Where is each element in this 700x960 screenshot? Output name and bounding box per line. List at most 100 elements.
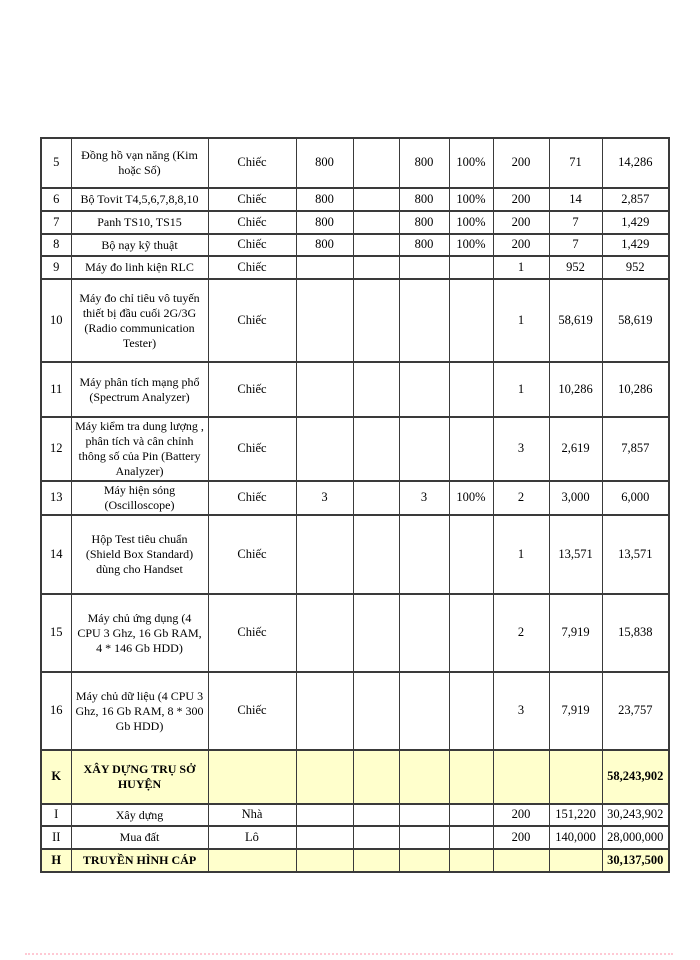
cell-percent [448,749,494,805]
cell-name: Máy đo chỉ tiêu vô tuyến thiết bị đầu cu… [70,278,209,363]
cell-amount: 23,757 [601,671,670,751]
cell-amount: 952 [601,255,670,280]
table-row: 16 Máy chủ dữ liệu (4 CPU 3 Ghz, 16 Gb RA… [40,671,670,751]
cell-no: 6 [40,187,72,212]
cell-blank [352,825,400,850]
cell-blank [352,514,400,595]
cell-unit: Nhà [207,803,297,827]
cell-unit_price [548,749,603,805]
cell-no: 7 [40,210,72,235]
cell-blank [352,416,400,482]
cell-qty_a [295,416,354,482]
cell-name: Mua đất [70,825,209,850]
table-row: 5 Đồng hồ vạn năng (Kim hoặc Số) Chiếc 800 8… [40,137,670,189]
cell-qty_b [398,749,450,805]
cell-qty: 200 [492,137,550,189]
table-row: 10 Máy đo chỉ tiêu vô tuyến thiết bị đầu … [40,278,670,363]
cell-qty: 2 [492,480,550,516]
page-break-dotted-line [25,953,673,955]
cell-amount: 58,243,902 [601,749,670,805]
cell-no: 8 [40,233,72,257]
equipment-cost-table: 5 Đồng hồ vạn năng (Kim hoặc Số) Chiếc 800 8… [40,137,670,873]
cell-no: 14 [40,514,72,595]
cell-unit_price: 151,220 [548,803,603,827]
table-row: 6 Bộ Tovit T4,5,6,7,8,8,10 Chiếc 800 800 100%… [40,187,670,212]
cell-unit: Chiếc [207,416,297,482]
cell-amount: 15,838 [601,593,670,673]
cell-amount: 58,619 [601,278,670,363]
cell-percent [448,255,494,280]
table-row: 9 Máy đo linh kiện RLC Chiếc 1 952 952 [40,255,670,280]
cell-name: Hộp Test tiêu chuẩn (Shield Box Standard… [70,514,209,595]
cell-amount: 1,429 [601,210,670,235]
cell-blank [352,278,400,363]
cell-qty_a [295,255,354,280]
cell-unit [207,848,297,873]
cell-no: 10 [40,278,72,363]
table-row: H TRUYỀN HÌNH CÁP 30,137,500 [40,848,670,873]
cell-qty_b [398,825,450,850]
cell-qty_a: 800 [295,210,354,235]
table-row: K XÂY DỰNG TRỤ SỞ HUYỆN 58,243,902 [40,749,670,805]
cell-name: Xây dựng [70,803,209,827]
cell-no: 12 [40,416,72,482]
cell-amount: 28,000,000 [601,825,670,850]
table-row: II Mua đất Lô 200 140,000 28,000,000 [40,825,670,850]
cell-name: Máy đo linh kiện RLC [70,255,209,280]
cell-no: 9 [40,255,72,280]
cell-unit_price: 3,000 [548,480,603,516]
cell-qty_a [295,514,354,595]
cell-no: 16 [40,671,72,751]
cell-qty [492,848,550,873]
cell-unit: Chiếc [207,278,297,363]
cell-qty: 1 [492,514,550,595]
table-row: 14 Hộp Test tiêu chuẩn (Shield Box Standa… [40,514,670,595]
cell-percent: 100% [448,233,494,257]
cell-name: Panh TS10, TS15 [70,210,209,235]
cell-amount: 30,243,902 [601,803,670,827]
cell-qty_a [295,848,354,873]
cell-qty_a [295,803,354,827]
cell-unit_price: 71 [548,137,603,189]
cell-unit: Chiếc [207,233,297,257]
cell-amount: 10,286 [601,361,670,418]
cell-unit_price: 140,000 [548,825,603,850]
cell-qty_b: 3 [398,480,450,516]
cell-unit_price: 7 [548,233,603,257]
cell-percent: 100% [448,187,494,212]
cell-blank [352,480,400,516]
cell-percent [448,848,494,873]
cell-percent [448,278,494,363]
cell-qty [492,749,550,805]
cell-no: 15 [40,593,72,673]
cell-name: Đồng hồ vạn năng (Kim hoặc Số) [70,137,209,189]
cell-percent [448,671,494,751]
cell-qty_b [398,255,450,280]
cell-qty: 200 [492,210,550,235]
cell-blank [352,255,400,280]
cell-unit_price: 10,286 [548,361,603,418]
cell-amount: 7,857 [601,416,670,482]
cell-unit: Chiếc [207,361,297,418]
cell-unit_price: 2,619 [548,416,603,482]
cell-name: XÂY DỰNG TRỤ SỞ HUYỆN [70,749,209,805]
table-body: 5 Đồng hồ vạn năng (Kim hoặc Số) Chiếc 800 8… [40,137,670,873]
cell-qty_a: 3 [295,480,354,516]
table-row: 15 Máy chủ ứng dụng (4 CPU 3 Ghz, 16 Gb R… [40,593,670,673]
cell-percent: 100% [448,210,494,235]
cell-no: I [40,803,72,827]
table-row: 7 Panh TS10, TS15 Chiếc 800 800 100% 200 7 1,429 [40,210,670,235]
cell-blank [352,749,400,805]
cell-qty_b [398,803,450,827]
cell-qty_a: 800 [295,233,354,257]
table-row: 13 Máy hiện sóng (Oscilloscope) Chiếc 3 3 100… [40,480,670,516]
cell-blank [352,361,400,418]
cell-qty_b [398,593,450,673]
cell-qty_a [295,593,354,673]
cell-percent: 100% [448,137,494,189]
cell-percent [448,825,494,850]
cell-unit_price: 7,919 [548,593,603,673]
cell-unit_price [548,848,603,873]
cell-blank [352,671,400,751]
